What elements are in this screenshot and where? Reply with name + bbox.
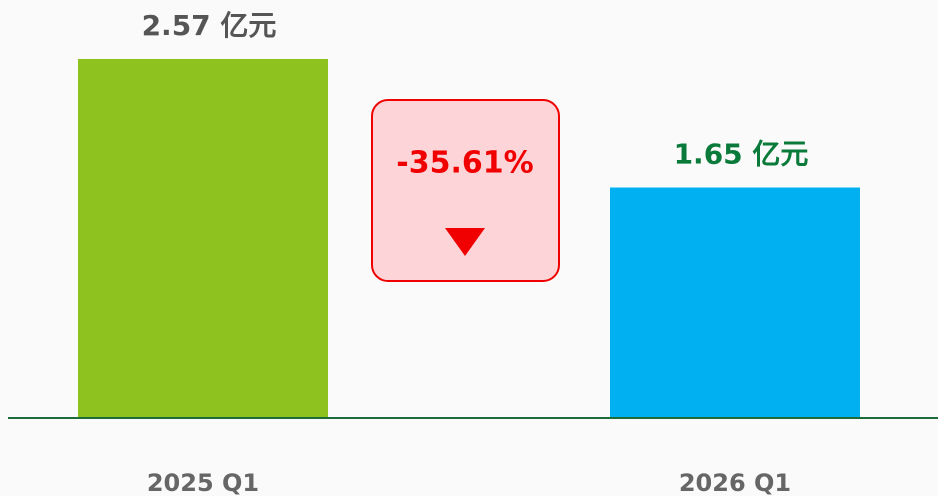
down-arrow (445, 228, 485, 256)
x-tick-label: 2026 Q1 (679, 469, 791, 496)
value-label: 2.57 亿元 (142, 9, 277, 42)
change-label: -35.61% (396, 146, 533, 181)
bar (78, 59, 328, 418)
bar (610, 187, 860, 418)
x-tick-label: 2025 Q1 (147, 469, 259, 496)
value-label: 1.65 亿元 (674, 138, 809, 171)
change-badge (371, 99, 560, 282)
